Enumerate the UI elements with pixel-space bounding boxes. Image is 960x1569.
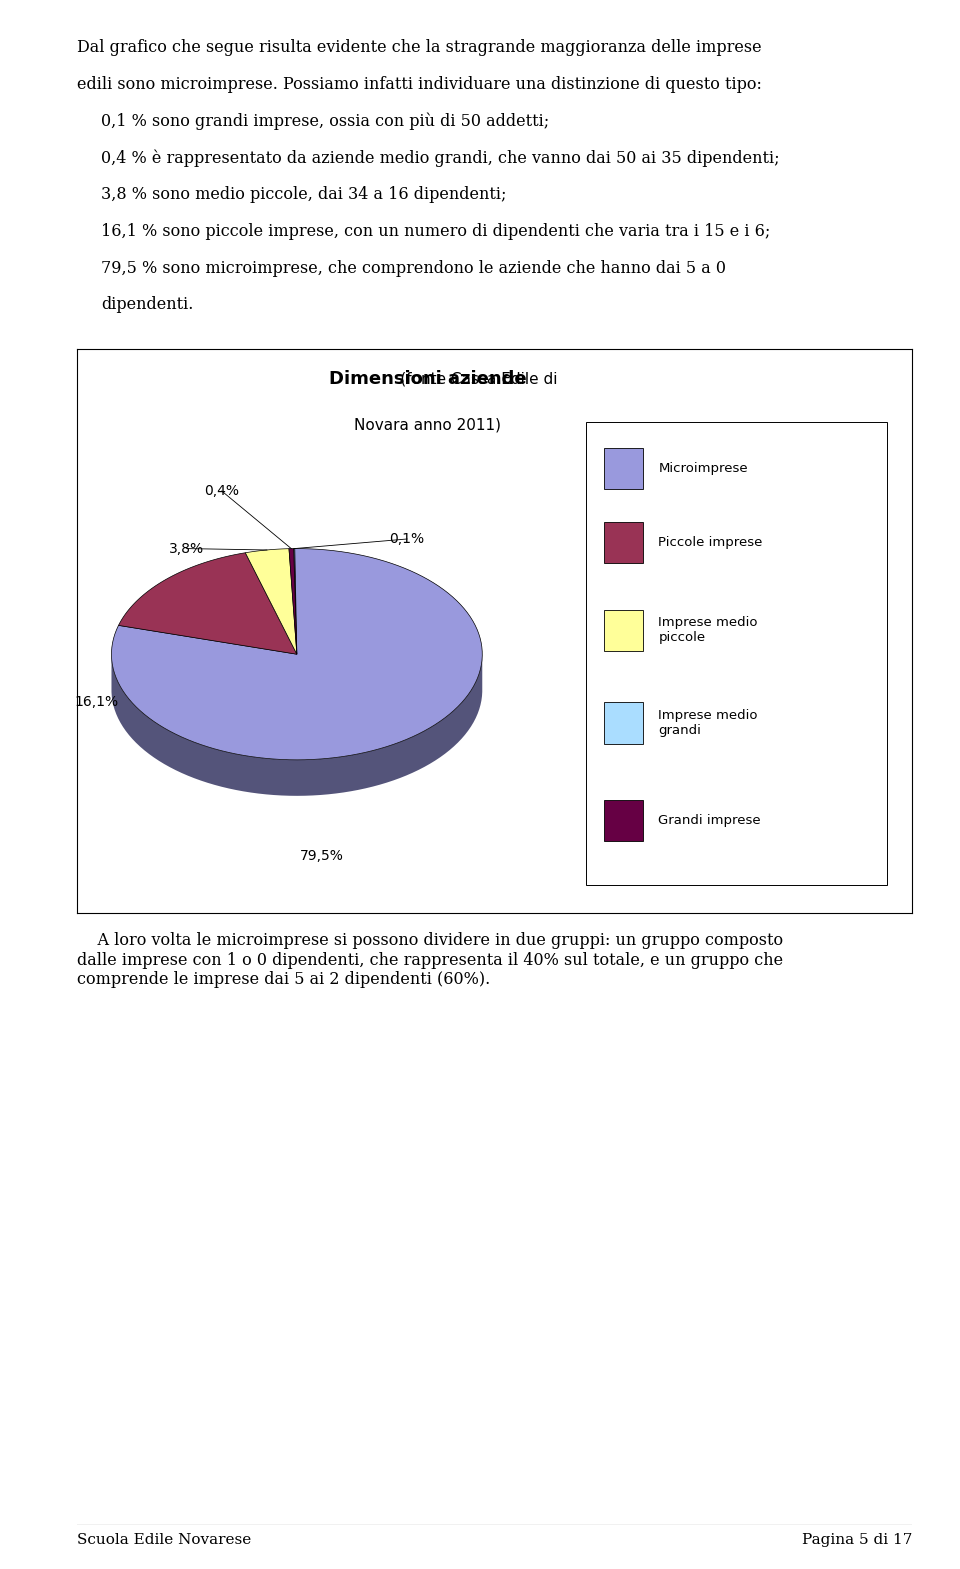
Text: 3,8 % sono medio piccole, dai 34 a 16 dipendenti;: 3,8 % sono medio piccole, dai 34 a 16 di… bbox=[101, 187, 506, 202]
Text: 0,4%: 0,4% bbox=[204, 483, 239, 497]
Text: Grandi imprese: Grandi imprese bbox=[659, 814, 761, 827]
Bar bbox=[604, 800, 643, 841]
Polygon shape bbox=[294, 549, 297, 654]
Text: dipendenti.: dipendenti. bbox=[101, 297, 193, 314]
Text: (fonte Cassa Edile di: (fonte Cassa Edile di bbox=[298, 372, 558, 386]
Text: 0,1 % sono grandi imprese, ossia con più di 50 addetti;: 0,1 % sono grandi imprese, ossia con più… bbox=[101, 113, 549, 130]
Text: Scuola Edile Novarese: Scuola Edile Novarese bbox=[77, 1533, 252, 1547]
Text: 16,1 % sono piccole imprese, con un numero di dipendenti che varia tra i 15 e i : 16,1 % sono piccole imprese, con un nume… bbox=[101, 223, 770, 240]
Bar bbox=[604, 703, 643, 744]
Text: Pagina 5 di 17: Pagina 5 di 17 bbox=[802, 1533, 912, 1547]
Text: Novara anno 2011): Novara anno 2011) bbox=[354, 417, 501, 433]
Text: edili sono microimprese. Possiamo infatti individuare una distinzione di questo : edili sono microimprese. Possiamo infatt… bbox=[77, 75, 761, 93]
Text: Microimprese: Microimprese bbox=[659, 461, 748, 475]
Text: Imprese medio
piccole: Imprese medio piccole bbox=[659, 617, 758, 645]
Polygon shape bbox=[118, 552, 297, 654]
Polygon shape bbox=[246, 549, 297, 654]
Text: 16,1%: 16,1% bbox=[74, 695, 118, 709]
Text: 3,8%: 3,8% bbox=[169, 541, 204, 555]
Text: 79,5%: 79,5% bbox=[300, 849, 344, 863]
Text: 79,5 % sono microimprese, che comprendono le aziende che hanno dai 5 a 0: 79,5 % sono microimprese, che comprendon… bbox=[101, 259, 726, 276]
Bar bbox=[604, 447, 643, 490]
Text: A loro volta le microimprese si possono dividere in due gruppi: un gruppo compos: A loro volta le microimprese si possono … bbox=[77, 932, 783, 988]
Bar bbox=[604, 521, 643, 563]
Text: Imprese medio
grandi: Imprese medio grandi bbox=[659, 709, 758, 737]
Text: Dal grafico che segue risulta evidente che la stragrande maggioranza delle impre: Dal grafico che segue risulta evidente c… bbox=[77, 39, 761, 56]
Polygon shape bbox=[289, 549, 297, 654]
Polygon shape bbox=[111, 549, 482, 759]
Polygon shape bbox=[111, 656, 482, 795]
Text: Dimensioni aziende: Dimensioni aziende bbox=[328, 370, 526, 388]
Text: Piccole imprese: Piccole imprese bbox=[659, 537, 763, 549]
Text: 0,1%: 0,1% bbox=[390, 532, 424, 546]
Bar bbox=[604, 610, 643, 651]
Text: 0,4 % è rappresentato da aziende medio grandi, che vanno dai 50 ai 35 dipendenti: 0,4 % è rappresentato da aziende medio g… bbox=[101, 149, 780, 166]
